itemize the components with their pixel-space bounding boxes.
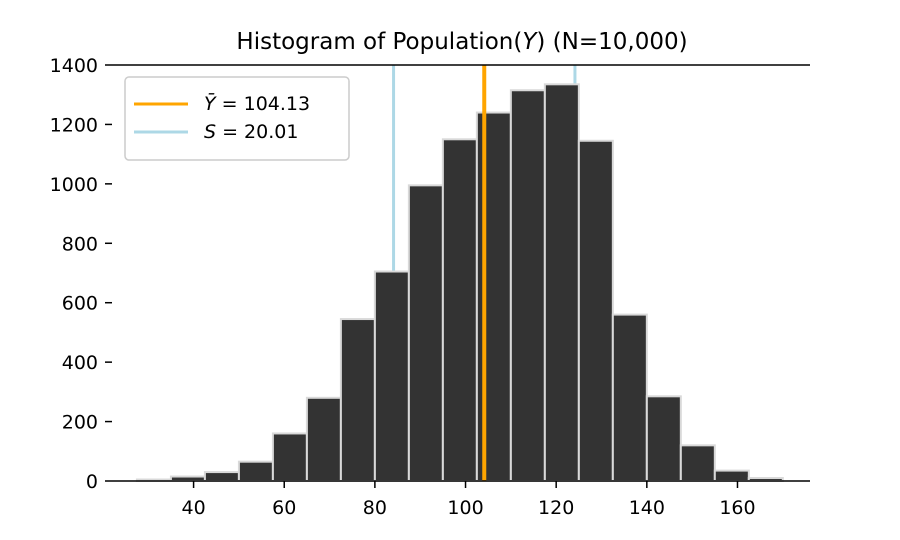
- legend-symbol: S: [204, 121, 216, 143]
- y-tick-label: 600: [62, 293, 98, 315]
- y-tick-label: 1400: [50, 55, 98, 77]
- legend-label: Ȳ = 104.13: [204, 91, 310, 115]
- axes: 40 60 80 100 120 140 160 0 200 400 600 800 1000 1200 1…: [50, 55, 810, 519]
- histogram-bar: [237, 460, 274, 482]
- x-tick-label: 120: [538, 497, 574, 519]
- histogram-bar: [509, 89, 546, 482]
- histogram-bar: [543, 83, 580, 482]
- y-tick-label: 400: [62, 352, 98, 374]
- x-tick-label: 100: [447, 497, 483, 519]
- y-tick-label: 800: [62, 233, 98, 255]
- legend-symbol: Ȳ: [204, 91, 217, 115]
- histogram-bar: [203, 471, 240, 483]
- legend-label: S = 20.01: [204, 121, 298, 143]
- histogram-bar: [407, 184, 444, 482]
- title-variable: Y: [522, 29, 538, 55]
- histogram-bar: [645, 395, 682, 483]
- histogram-bar: [577, 139, 614, 482]
- x-tick-label: 60: [272, 497, 296, 519]
- legend-item-std: S = 20.01: [134, 121, 298, 143]
- histogram-bar: [475, 111, 512, 483]
- x-tick-label: 40: [181, 497, 205, 519]
- histogram-bar: [679, 444, 716, 483]
- title-suffix: ) (N=10,000): [536, 29, 687, 55]
- histogram-bar: [441, 138, 478, 483]
- legend-value: = 104.13: [216, 93, 310, 115]
- histogram-bar: [713, 469, 750, 483]
- histogram-bar: [305, 396, 342, 482]
- y-tick-label: 0: [86, 471, 98, 493]
- histogram-bar: [339, 318, 376, 482]
- legend: Ȳ = 104.13S = 20.01: [124, 76, 350, 161]
- x-tick-label: 140: [629, 497, 665, 519]
- x-tick-label: 160: [719, 497, 755, 519]
- chart-title: Histogram of Population(Y) (N=10,000): [236, 29, 687, 55]
- histogram-bar: [373, 270, 410, 482]
- histogram-bar: [611, 313, 648, 482]
- legend-value: = 20.01: [216, 121, 298, 143]
- y-tick-label: 200: [62, 412, 98, 434]
- histogram-bar: [271, 432, 308, 483]
- y-tick-label: 1000: [50, 174, 98, 196]
- legend-item-mean: Ȳ = 104.13: [134, 91, 310, 115]
- x-tick-label: 80: [363, 497, 387, 519]
- title-prefix: Histogram of Population(: [236, 29, 522, 55]
- legend-box: [124, 76, 350, 161]
- y-tick-label: 1200: [50, 114, 98, 136]
